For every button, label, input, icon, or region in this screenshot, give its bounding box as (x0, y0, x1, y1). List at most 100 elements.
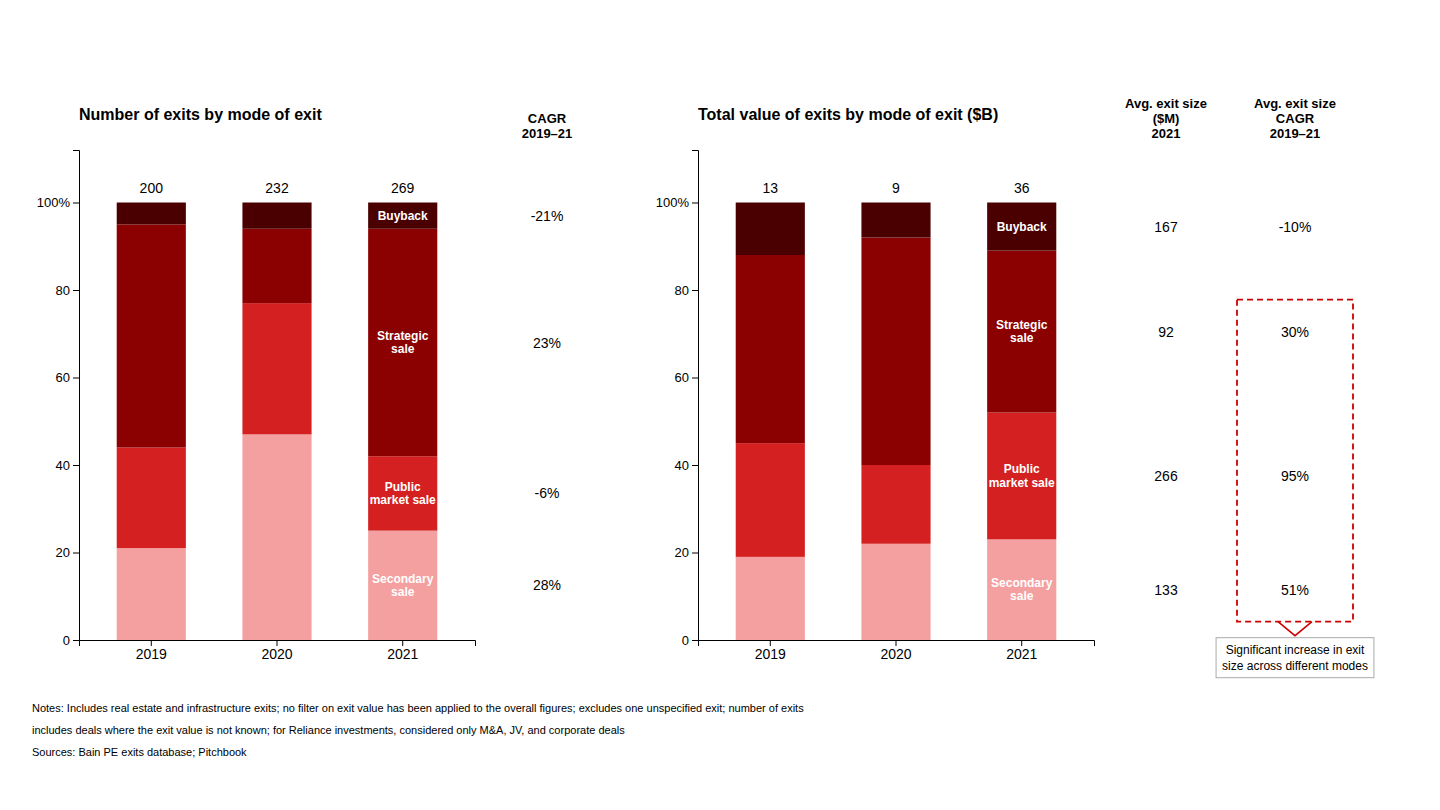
series-label: Secondarysale (372, 572, 434, 599)
bar-segment (736, 203, 805, 256)
bar-segment (861, 544, 930, 640)
total-label: 269 (391, 180, 415, 196)
bar-segment (736, 255, 805, 443)
text-line: sale (391, 585, 415, 599)
text-line: CAGR (528, 111, 567, 126)
y-tick-label: 100% (656, 195, 690, 210)
bar-segment (987, 251, 1056, 413)
notes: Notes: Includes real estate and infrastr… (32, 702, 804, 758)
column-value: -6% (535, 485, 560, 501)
text-line: ($M) (1153, 111, 1180, 126)
x-axis: 201920202021 (80, 640, 476, 662)
annotation: Significant increase in exitsize across … (1222, 643, 1368, 673)
labels: 13936SecondarysalePublicmarket saleStrat… (762, 96, 1373, 678)
y-axis: 020406080100% (37, 151, 80, 648)
y-axis-line (73, 151, 80, 641)
y-tick-label: 20 (675, 545, 689, 560)
annotation-box (1216, 638, 1374, 678)
column-value: 92 (1158, 324, 1174, 340)
series-label: Strategicsale (377, 329, 429, 356)
total-label: 200 (140, 180, 164, 196)
x-axis: 2019 2020 2021 (699, 640, 1095, 662)
y-tick: 60 (675, 370, 698, 385)
text-line: Avg. exit size (1125, 96, 1207, 111)
total-label: 232 (265, 180, 289, 196)
y-tick-mark (692, 203, 698, 204)
bar-segment (987, 203, 1056, 251)
text-line: Secondary (991, 576, 1053, 590)
chart-0: Number of exits by mode of exit020406080… (37, 106, 573, 662)
bars (117, 203, 438, 641)
column-value: -21% (531, 208, 564, 224)
text-line: Secondary (372, 572, 434, 586)
x-tick: 2021 (387, 640, 418, 662)
y-tick-label: 40 (675, 458, 689, 473)
bars (736, 203, 1057, 641)
bar-segment (736, 557, 805, 640)
y-axis: 0 20 40 60 80 100% (656, 151, 699, 648)
column-value: 30% (1281, 324, 1309, 340)
y-tick-mark (73, 640, 79, 641)
chart-1: Total value of exits by mode of exit ($B… (656, 96, 1374, 678)
x-tick: 2021 (1006, 640, 1037, 662)
bar-segment (368, 229, 437, 457)
y-tick-mark (692, 290, 698, 291)
chart-svg: Number of exits by mode of exit 0 20 40 60 80… (0, 0, 1440, 810)
column-value: -10% (1279, 219, 1312, 235)
y-tick: 80 (56, 283, 79, 298)
y-tick-label: 20 (56, 545, 70, 560)
y-tick-label: 60 (56, 370, 70, 385)
x-tick-label: 2021 (387, 646, 418, 662)
y-tick: 20 (675, 545, 698, 560)
x-tick: 2019 (136, 640, 167, 662)
bar-segment (117, 203, 186, 225)
bar-segment (117, 224, 186, 447)
text-line: Significant increase in exit (1226, 643, 1365, 657)
text-line: Buyback (378, 209, 428, 223)
bar-segment (861, 238, 930, 466)
bar-segment (242, 229, 311, 303)
column-value: 28% (533, 577, 561, 593)
column-value: 95% (1281, 468, 1309, 484)
y-tick-mark (692, 465, 698, 466)
column-value: 51% (1281, 582, 1309, 598)
series-label: Publicmarket sale (370, 480, 436, 507)
y-tick-mark (692, 553, 698, 554)
text-line: market sale (370, 493, 436, 507)
y-tick-mark (692, 378, 698, 379)
column-value: 133 (1154, 582, 1178, 598)
bar-segment (987, 539, 1056, 640)
bar-segment (987, 413, 1056, 540)
y-tick: 40 (675, 458, 698, 473)
text-line: Buyback (997, 220, 1047, 234)
x-tick: 2019 (755, 640, 786, 662)
text-line: 2021 (1152, 126, 1181, 141)
text-line: Strategic (996, 318, 1048, 332)
total-label: 9 (892, 180, 900, 196)
y-tick-label: 80 (675, 283, 689, 298)
chart-container: Number of exits by mode of exit 0 20 40 60 80… (0, 0, 1440, 810)
y-tick: 0 (682, 633, 698, 648)
text-line: 2019–21 (522, 126, 573, 141)
total-label: 13 (762, 180, 778, 196)
bar-segment (861, 465, 930, 544)
y-tick-label: 0 (682, 633, 689, 648)
bar-segment (242, 303, 311, 434)
text-line: sale (1010, 589, 1034, 603)
text-line: Public (385, 480, 421, 494)
y-tick-label: 80 (56, 283, 70, 298)
x-tick-label: 2020 (880, 646, 911, 662)
note: Notes: Includes real estate and infrastr… (32, 702, 804, 714)
y-tick-mark (692, 640, 698, 641)
x-tick-label: 2019 (136, 646, 167, 662)
text-line: sale (391, 342, 415, 356)
x-tick: 2020 (880, 640, 911, 662)
column-header: CAGR2019–21 (522, 111, 573, 141)
y-tick-mark (73, 203, 79, 204)
note: includes deals where the exit value is n… (32, 724, 625, 736)
bar-segment (117, 548, 186, 640)
labels: 200232269SecondarysalePublicmarket saleS… (140, 111, 573, 599)
chart-title: Number of exits by mode of exit (79, 106, 322, 123)
y-tick-mark (73, 465, 79, 466)
text-line: CAGR (1276, 111, 1315, 126)
